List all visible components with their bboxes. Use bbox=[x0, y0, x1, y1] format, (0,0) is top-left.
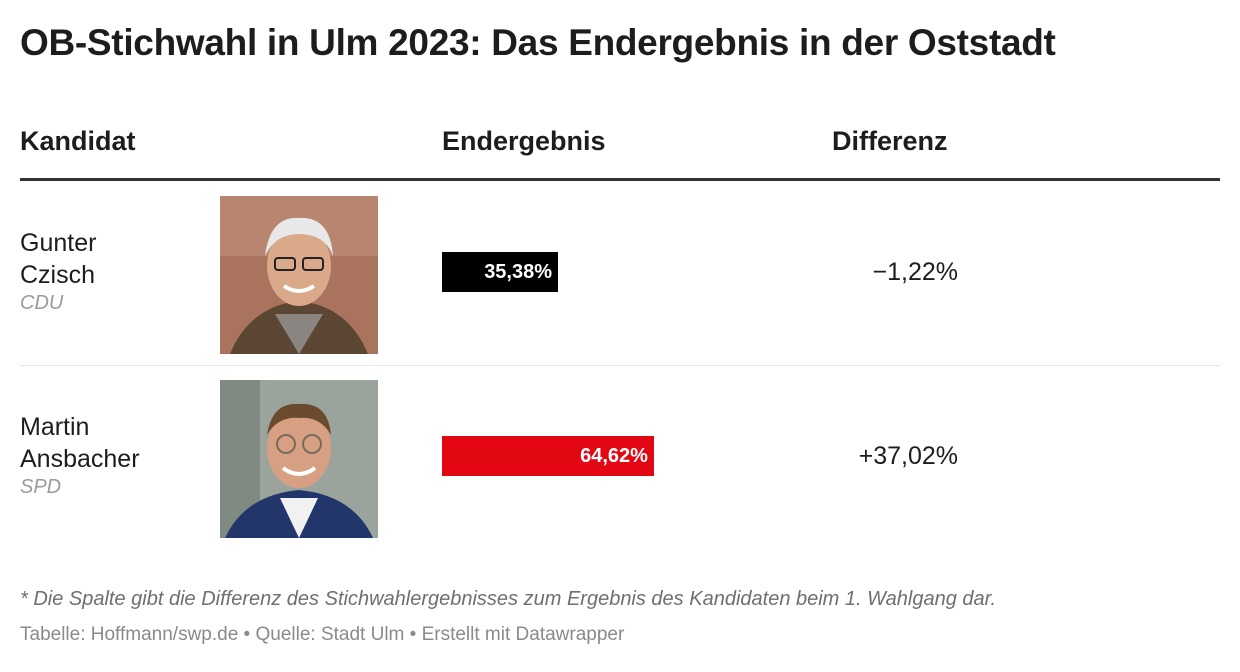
last-name: Czisch bbox=[20, 261, 96, 289]
party-label: CDU bbox=[20, 292, 64, 314]
party-label: SPD bbox=[20, 476, 62, 498]
column-header-differenz[interactable]: Differenz bbox=[832, 126, 948, 156]
candidate-name: Martin Ansbacher bbox=[20, 411, 140, 475]
candidate-name: Gunter Czisch bbox=[20, 227, 96, 291]
last-name: Ansbacher bbox=[20, 445, 140, 473]
result-bar: 35,38% bbox=[442, 252, 559, 292]
column-header-kandidat[interactable]: Kandidat bbox=[20, 126, 136, 156]
candidate-photo bbox=[220, 380, 378, 538]
result-bar: 64,62% bbox=[442, 436, 654, 476]
first-name: Gunter bbox=[20, 229, 97, 257]
difference-value: −1,22% bbox=[872, 258, 959, 286]
column-header-endergebnis[interactable]: Endergebnis bbox=[442, 126, 606, 156]
row-divider bbox=[20, 365, 1220, 366]
chart-title: OB-Stichwahl in Ulm 2023: Das Endergebni… bbox=[20, 22, 1056, 63]
first-name: Martin bbox=[20, 413, 90, 441]
source-line: Tabelle: Hoffmann/swp.de • Quelle: Stadt… bbox=[20, 624, 625, 645]
candidate-photo bbox=[220, 196, 378, 354]
difference-value: +37,02% bbox=[858, 442, 958, 470]
footnote: * Die Spalte gibt die Differenz des Stic… bbox=[20, 588, 997, 610]
header-divider bbox=[20, 178, 1220, 181]
